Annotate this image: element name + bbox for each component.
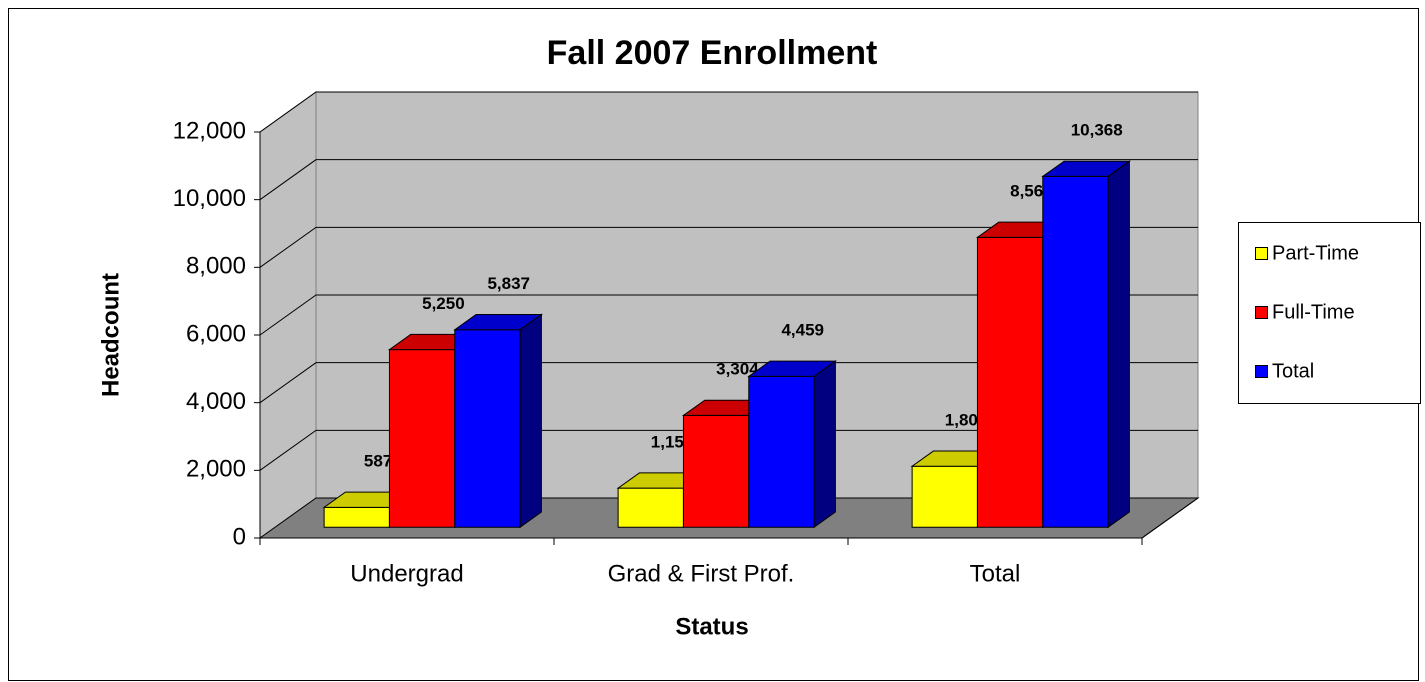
x-axis-depth: [1141, 497, 1199, 539]
bar-front: [682, 414, 750, 528]
value-label: 5,250: [422, 294, 465, 313]
grid-line: [259, 226, 1198, 268]
legend-swatch: [1255, 365, 1268, 378]
y-tick-label: 12,000: [173, 117, 246, 144]
bar-front: [323, 506, 390, 528]
y-tick-label: 0: [233, 523, 246, 550]
y-tick-label: 4,000: [186, 388, 246, 415]
y-tick-label: 2,000: [186, 456, 246, 483]
x-tick-label: Grad & First Prof.: [608, 560, 795, 587]
legend-label: Part-Time: [1272, 242, 1359, 264]
grid-line: [259, 91, 1198, 133]
x-axis-title: Status: [675, 613, 748, 640]
legend-swatch: [1255, 306, 1268, 319]
grid-line: [259, 294, 1198, 336]
y-tick-label: 10,000: [173, 185, 246, 212]
legend-label: Full-Time: [1272, 301, 1355, 323]
bar-front: [1042, 175, 1109, 528]
value-label: 1,155: [651, 432, 694, 451]
legend-box: [1238, 222, 1421, 404]
bar-front: [911, 465, 978, 528]
value-label: 8,566: [1010, 182, 1053, 201]
grid-line: [259, 429, 1198, 471]
bar-front: [388, 349, 456, 528]
chart-title: Fall 2007 Enrollment: [547, 34, 878, 72]
value-label: 4,459: [781, 321, 824, 340]
x-tick-label: Total: [970, 560, 1021, 587]
value-label: 3,304: [716, 360, 759, 379]
y-tick-label: 8,000: [186, 253, 246, 280]
bar-side: [519, 313, 542, 529]
y-axis-title: Headcount: [97, 273, 124, 397]
bar-front: [617, 487, 684, 528]
bar-front: [454, 329, 521, 528]
bar-front: [748, 375, 815, 528]
grid-line: [259, 159, 1198, 201]
legend-label: Total: [1272, 360, 1314, 382]
value-label: 10,368: [1071, 121, 1123, 140]
legend-swatch: [1255, 247, 1268, 260]
value-label: 1,802: [945, 411, 988, 430]
bar-front: [976, 236, 1044, 528]
grid-line: [259, 362, 1198, 404]
bar-side: [1107, 160, 1130, 529]
value-label: 587: [364, 452, 392, 471]
value-label: 5,837: [487, 274, 530, 293]
bar-side: [813, 360, 836, 529]
y-tick-label: 6,000: [186, 320, 246, 347]
x-tick-label: Undergrad: [350, 560, 463, 587]
